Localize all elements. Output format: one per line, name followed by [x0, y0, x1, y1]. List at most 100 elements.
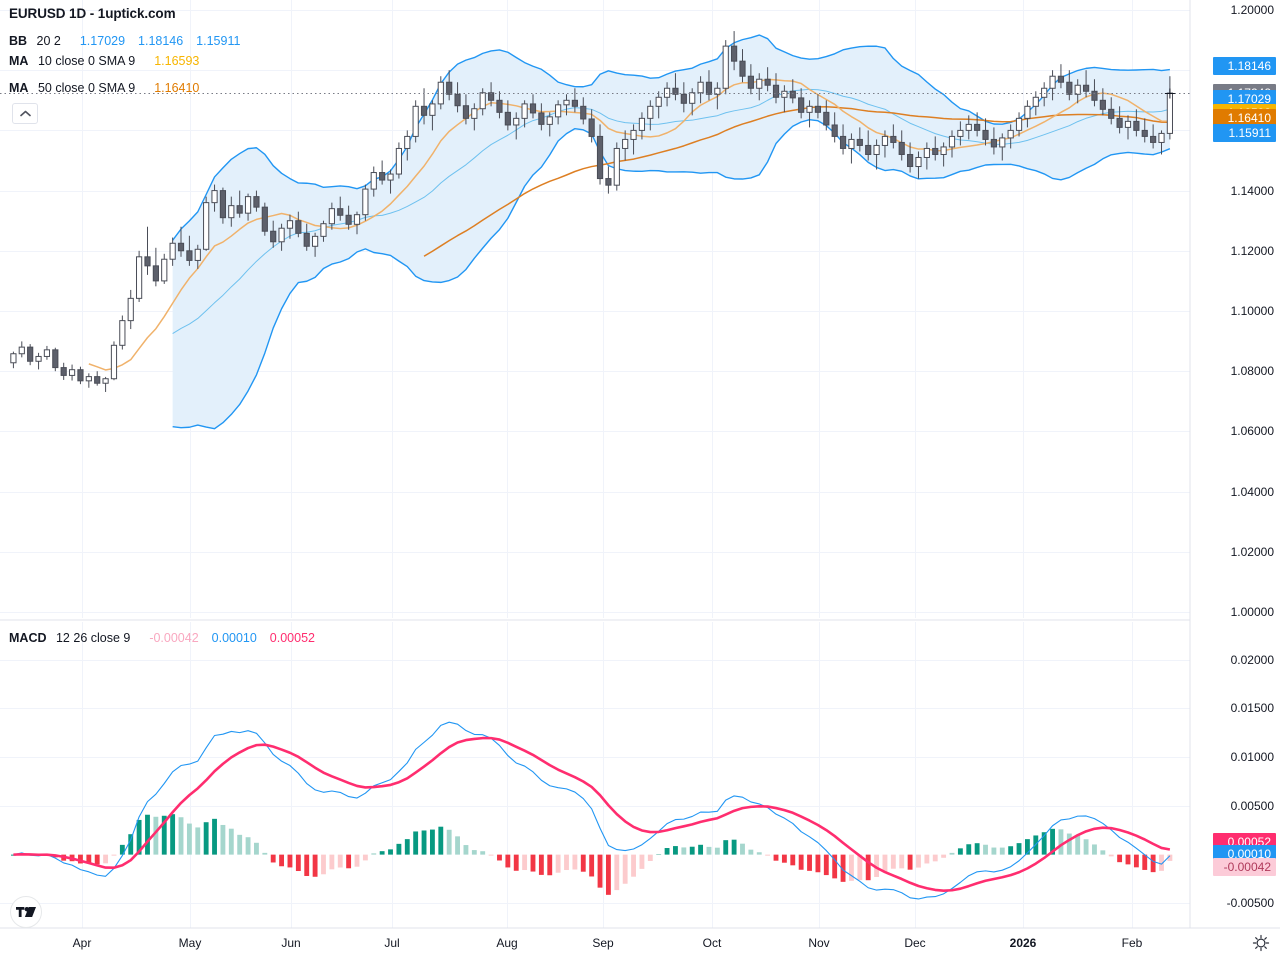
candle-up [395, 147, 402, 175]
macd-histogram-bar [1167, 854, 1173, 861]
macd-histogram-bar [580, 854, 586, 872]
macd-signal-line [13, 736, 1171, 892]
candle-down [52, 349, 59, 369]
candle-up [110, 344, 118, 380]
candle-down [1133, 120, 1140, 131]
gear-icon[interactable] [1250, 932, 1272, 954]
macd-histogram-bar [689, 846, 695, 855]
candle-up [404, 135, 411, 149]
macd-histogram-bar [555, 854, 561, 873]
bb-upper-badge[interactable]: 1.18146 [1213, 56, 1276, 75]
macd-histogram-bar [781, 854, 787, 863]
macd-histogram-bar [731, 839, 737, 855]
candle-up [211, 190, 218, 204]
candle-up [328, 208, 335, 225]
candle-up [965, 123, 972, 131]
candle-down [303, 232, 310, 247]
macd-histogram-bar [840, 854, 846, 882]
macd-histogram-bar [815, 854, 821, 873]
macd-histogram-bar [245, 837, 251, 855]
ma50-badge[interactable]: 1.16410 [1213, 109, 1276, 128]
candle-up [479, 92, 486, 110]
candle-up [18, 346, 25, 355]
macd-histogram-bar [186, 823, 192, 855]
macd-histogram-bar [94, 854, 100, 865]
candle-up [127, 297, 134, 322]
candle-down [270, 230, 277, 243]
candle-down [538, 112, 545, 125]
candle-down [295, 220, 302, 234]
candle-down [236, 205, 243, 214]
candle-up [1074, 84, 1081, 95]
candle-down [529, 103, 537, 114]
candle-up [286, 220, 294, 229]
macd-histogram-bar [1058, 829, 1064, 855]
macd-histogram-bar [614, 854, 620, 891]
macd-histogram-bar [1050, 828, 1055, 855]
candle-up [362, 188, 369, 216]
candle-down [1099, 99, 1106, 110]
candle-down [571, 99, 578, 107]
candle-up [1015, 117, 1023, 131]
macd-histogram-bar [178, 817, 184, 855]
candle-up [437, 81, 444, 105]
candle-down [982, 129, 989, 140]
macd-histogram-bar [337, 854, 343, 868]
candle-up [663, 87, 671, 98]
macd-line [13, 721, 1171, 900]
candle-down [856, 138, 863, 146]
candle-down [219, 190, 227, 219]
chevron-up-icon[interactable] [12, 103, 38, 124]
candle-up [1049, 75, 1056, 89]
candle-down [596, 135, 604, 180]
candle-up [630, 129, 637, 140]
candle-up [85, 376, 92, 382]
macd-histogram [10, 814, 1173, 895]
macd-histogram-bar [161, 815, 167, 855]
candle-down [731, 45, 738, 62]
candle-up [1158, 132, 1165, 143]
macd-histogram-bar [823, 854, 829, 876]
macd-histogram-bar [1142, 854, 1148, 870]
candle-down [990, 138, 997, 148]
candle-up [940, 146, 947, 155]
candle-down [814, 105, 822, 113]
macd-histogram-bar [1016, 843, 1022, 855]
candle-down [1150, 135, 1157, 143]
candle-down [798, 97, 805, 113]
bb-lower-badge[interactable]: 1.15911 [1213, 124, 1276, 143]
macd-histogram-bar [471, 850, 477, 855]
candle-up [471, 108, 478, 119]
candle-up [244, 196, 252, 214]
macd-histogram-bar [111, 854, 117, 856]
candle-down [823, 111, 830, 126]
macd-histogram-bar [1041, 832, 1047, 855]
candle-down [974, 123, 981, 131]
candle-down [772, 84, 780, 98]
macd-histogram-bar [706, 846, 712, 855]
macd-histogram-bar [254, 842, 259, 855]
macd-histogram-bar [564, 854, 569, 871]
macd-histogram-bar [145, 814, 150, 855]
macd-histogram-bar [421, 830, 427, 855]
tradingview-logo[interactable] [10, 896, 42, 928]
candle-down [454, 93, 461, 107]
candle-up [1041, 87, 1048, 98]
candle-down [462, 105, 470, 119]
macd-histogram-bar [991, 847, 997, 855]
macd-hist-badge[interactable]: -0.00042 [1213, 857, 1276, 876]
candle-down [739, 60, 746, 77]
candle-down [1141, 129, 1148, 137]
macd-histogram-bar [513, 854, 519, 871]
candle-up [915, 156, 922, 168]
candle-up [228, 205, 235, 219]
candle-up [169, 242, 176, 260]
candle-up [881, 135, 889, 146]
macd-histogram-bar [1159, 854, 1164, 871]
candle-up [353, 214, 361, 225]
macd-histogram-bar [974, 843, 980, 855]
candle-down [1091, 90, 1098, 101]
macd-histogram-bar [312, 854, 318, 877]
macd-histogram-bar [295, 854, 301, 872]
